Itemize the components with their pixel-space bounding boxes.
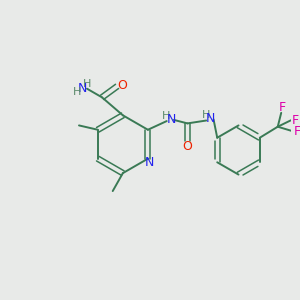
Text: H: H <box>202 110 210 120</box>
Text: N: N <box>167 113 176 126</box>
Text: N: N <box>206 112 216 125</box>
Text: F: F <box>294 124 300 138</box>
Text: F: F <box>279 101 286 114</box>
Text: H: H <box>162 111 170 121</box>
Text: H: H <box>83 79 91 89</box>
Text: O: O <box>117 79 127 92</box>
Text: N: N <box>145 156 154 169</box>
Text: F: F <box>292 114 299 127</box>
Text: O: O <box>183 140 192 153</box>
Text: N: N <box>77 82 87 94</box>
Text: H: H <box>73 87 81 97</box>
